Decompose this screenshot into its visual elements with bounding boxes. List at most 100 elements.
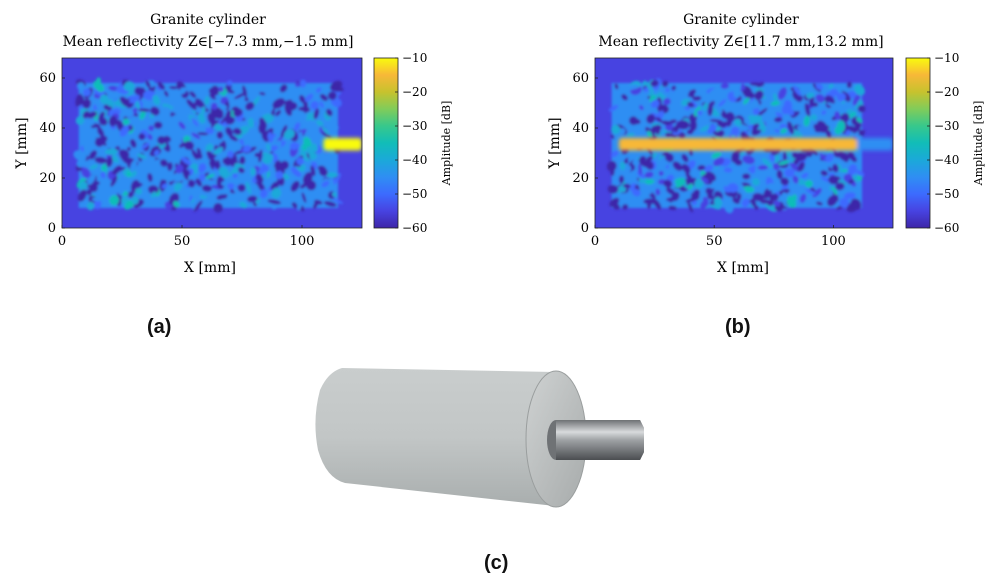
- speckle-grain: [284, 105, 293, 116]
- speckle-grain: [815, 93, 825, 103]
- speckle-grain: [252, 201, 257, 207]
- speckle-grain: [204, 108, 209, 112]
- speckle-grain: [743, 95, 751, 105]
- speckle-grain: [130, 139, 137, 148]
- colorbar-tick-label: −40: [402, 153, 427, 167]
- speckle-grain: [291, 202, 298, 209]
- colorbar-tick-label: −60: [934, 221, 959, 235]
- speckle-grain: [681, 153, 689, 163]
- speckle-grain: [135, 187, 143, 195]
- speckle-grain: [213, 147, 224, 155]
- speckle-grain: [303, 136, 312, 147]
- speckle-grain: [153, 121, 163, 129]
- speckle-grain: [858, 129, 865, 137]
- speckle-grain: [707, 103, 714, 116]
- speckle-grain: [100, 164, 108, 172]
- speckle-grain: [757, 165, 769, 170]
- speckle-grain: [213, 202, 223, 213]
- speckle-grain: [744, 116, 750, 125]
- speckle-grain: [767, 182, 776, 191]
- speckle-grain: [175, 164, 184, 174]
- speckle-grain: [94, 156, 107, 164]
- speckle-grain: [242, 145, 252, 153]
- speckle-grain: [205, 127, 214, 135]
- speckle-grain: [784, 168, 795, 178]
- speckle-grain: [332, 198, 344, 205]
- speckle-grain: [150, 191, 157, 198]
- speckle-grain: [718, 99, 727, 107]
- bright-band: [323, 138, 362, 151]
- speckle-grain: [663, 179, 673, 188]
- speckle-grain: [661, 120, 672, 126]
- speckle-grain: [615, 185, 626, 194]
- speckle-grain: [149, 114, 155, 119]
- speckle-grain: [713, 196, 723, 208]
- speckle-grain: [723, 167, 733, 173]
- speckle-grain: [687, 200, 694, 213]
- speckle-grain: [697, 110, 703, 116]
- speckle-grain: [160, 159, 168, 167]
- cylinder-body: [315, 368, 555, 506]
- speckle-grain: [724, 200, 734, 214]
- speckle-grain: [299, 79, 307, 88]
- speckle-grain: [623, 183, 631, 189]
- chart-a-ylabel: Y [mm]: [14, 117, 30, 169]
- speckle-grain: [154, 149, 160, 156]
- speckle-grain: [792, 100, 801, 108]
- speckle-grain: [608, 105, 619, 112]
- speckle-grain: [793, 85, 802, 96]
- speckle-grain: [242, 113, 249, 118]
- speckle-grain: [810, 114, 818, 121]
- speckle-grain: [611, 124, 621, 135]
- speckle-grain: [234, 92, 246, 100]
- speckle-grain: [192, 100, 201, 107]
- speckle-grain: [290, 180, 300, 192]
- speckle-grain: [740, 124, 750, 131]
- speckle-grain: [191, 117, 199, 127]
- granite-cylinder-photo: [315, 368, 644, 508]
- speckle-grain: [742, 186, 755, 193]
- speckle-grain: [148, 125, 155, 132]
- speckle-grain: [691, 200, 698, 206]
- speckle-grain: [666, 197, 673, 202]
- speckle-grain: [626, 132, 635, 137]
- speckle-grain: [179, 187, 188, 197]
- speckle-grain: [75, 93, 83, 107]
- chart-b-ylabel: Y [mm]: [547, 117, 563, 169]
- speckle-grain: [767, 199, 774, 206]
- speckle-grain: [210, 107, 221, 115]
- speckle-grain: [797, 125, 807, 136]
- speckle-grain: [239, 137, 245, 146]
- caption-c: (c): [484, 552, 509, 574]
- speckle-grain: [225, 156, 238, 166]
- speckle-grain: [131, 196, 139, 205]
- speckle-grain: [783, 99, 792, 108]
- speckle-grain: [644, 171, 654, 179]
- speckle-grain: [247, 117, 255, 128]
- speckle-grain: [618, 127, 626, 136]
- speckle-grain: [157, 81, 166, 90]
- speckle-grain: [263, 171, 268, 178]
- speckle-grain: [88, 150, 98, 160]
- speckle-grain: [606, 160, 617, 172]
- speckle-grain: [227, 150, 234, 159]
- speckle-grain: [773, 163, 780, 171]
- speckle-grain: [808, 98, 813, 105]
- speckle-grain: [646, 155, 654, 162]
- speckle-grain: [672, 161, 683, 171]
- speckle-grain: [700, 176, 709, 184]
- speckle-grain: [304, 93, 314, 103]
- speckle-grain: [720, 82, 730, 89]
- speckle-grain: [245, 181, 252, 195]
- chart-b: Granite cylinder Mean reflectivity Z∈[11…: [547, 12, 985, 276]
- speckle-grain: [671, 105, 676, 113]
- speckle-grain: [644, 179, 655, 185]
- speckle-grain: [147, 185, 159, 194]
- speckle-grain: [189, 195, 193, 202]
- speckle-grain: [316, 120, 324, 127]
- speckle-grain: [631, 188, 641, 197]
- speckle-grain: [321, 126, 330, 135]
- speckle-grain: [775, 112, 784, 118]
- speckle-grain: [76, 160, 85, 168]
- speckle-grain: [812, 188, 822, 198]
